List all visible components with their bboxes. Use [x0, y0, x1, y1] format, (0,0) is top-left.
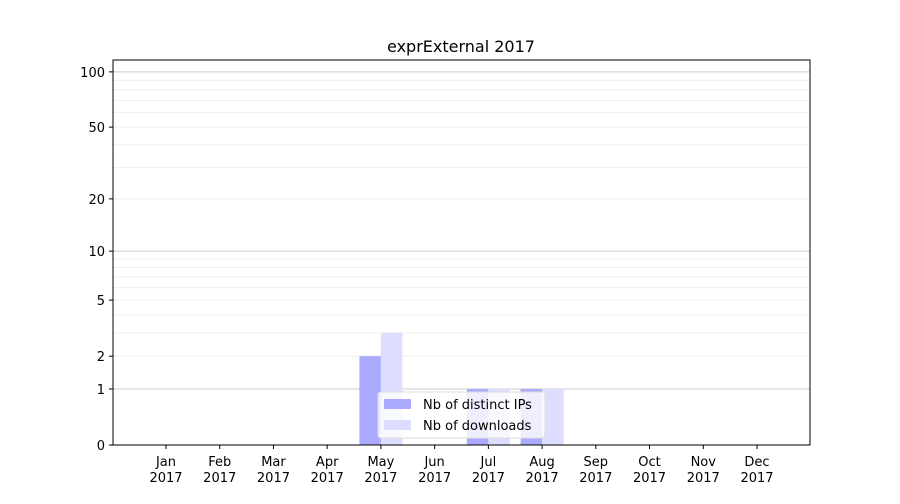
x-tick-label-month: Jan [155, 455, 176, 470]
x-tick-label-year: 2017 [687, 471, 720, 486]
x-tick-label-month: Sep [584, 455, 609, 470]
plot-frame [112, 59, 811, 446]
y-tick-label: 5 [97, 294, 105, 309]
x-tick-label-year: 2017 [579, 471, 612, 486]
x-tick-label-month: Aug [529, 455, 554, 470]
y-tick-label: 0 [97, 439, 105, 454]
x-tick-label-month: Mar [261, 455, 286, 470]
y-tick-label: 10 [88, 245, 105, 260]
legend-label: Nb of distinct IPs [423, 398, 532, 413]
y-tick-label: 2 [97, 350, 105, 365]
x-tick-label-month: Oct [638, 455, 660, 470]
y-tick-label: 50 [88, 121, 105, 136]
x-tick-label-month: Apr [316, 455, 339, 470]
x-tick-label-month: Dec [744, 455, 769, 470]
bar-distinct-ips [359, 356, 381, 445]
chart-title: exprExternal 2017 [387, 37, 535, 56]
x-tick-label-month: Jun [423, 455, 444, 470]
x-tick-label-month: Nov [691, 455, 717, 470]
x-tick-label-month: Feb [208, 455, 231, 470]
legend-swatch [384, 399, 411, 409]
x-tick-label-year: 2017 [526, 471, 559, 486]
y-tick-label: 100 [80, 66, 105, 81]
x-tick-label-year: 2017 [364, 471, 397, 486]
bar-downloads [542, 388, 564, 445]
legend-box [377, 391, 546, 439]
x-tick-label-year: 2017 [418, 471, 451, 486]
x-tick-label-year: 2017 [633, 471, 666, 486]
x-tick-label-year: 2017 [740, 471, 773, 486]
legend-swatch [384, 420, 411, 430]
x-tick-label-year: 2017 [149, 471, 182, 486]
y-tick-label: 20 [88, 193, 105, 208]
legend: Nb of distinct IPs Nb of downloads [377, 391, 546, 439]
x-tick-label-year: 2017 [311, 471, 344, 486]
x-tick-label-year: 2017 [472, 471, 505, 486]
x-tick-label-month: May [367, 455, 394, 470]
y-tick-label: 1 [97, 383, 105, 398]
x-tick-label-month: Jul [480, 455, 497, 470]
legend-label: Nb of downloads [423, 419, 532, 434]
x-tick-label-year: 2017 [257, 471, 290, 486]
x-tick-label-year: 2017 [203, 471, 236, 486]
